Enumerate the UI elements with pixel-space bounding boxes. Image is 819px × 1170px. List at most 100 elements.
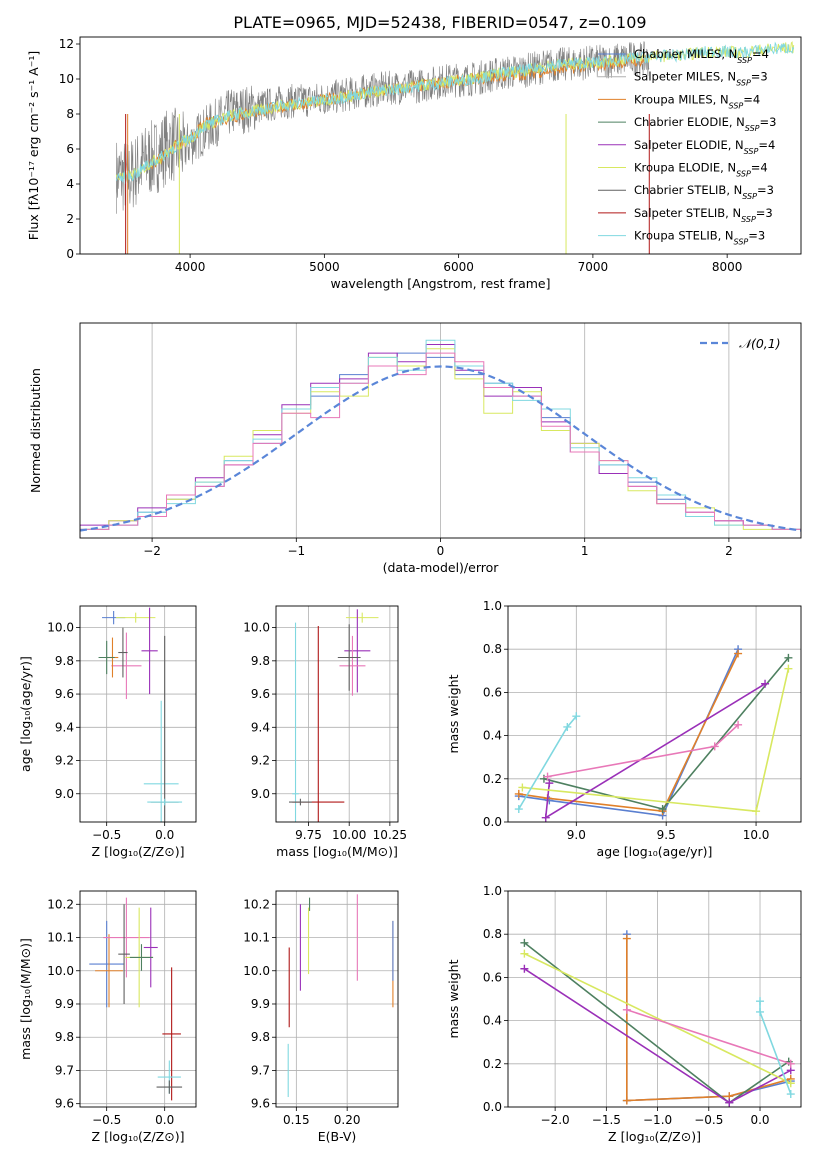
y-tick-label: 9.7 (55, 1063, 74, 1077)
y-tick-label: 0.2 (483, 1057, 502, 1071)
x-tick-label: 0 (437, 544, 445, 558)
x-tick-label: −0.5 (92, 828, 121, 842)
point-marker (761, 679, 770, 688)
y-tick-label: 9.6 (55, 687, 74, 701)
y-tick-label: 9.0 (251, 787, 270, 801)
plot-area-age_vs_mass (289, 609, 379, 822)
x-tick-label: −0.5 (694, 1113, 723, 1127)
y-tick-label: 10.0 (243, 964, 270, 978)
y-tick-label: 0 (66, 247, 74, 261)
x-tick-label: 5000 (309, 260, 340, 274)
chart-age_vs_Z: −0.5 0.0 9.0 9.2 9.4 9.6 9.8 10.0 Z [log₁₀(Z/Z⊙)… (18, 605, 197, 859)
chart-mass_vs_Z: −0.5 0.0 9.6 9.7 9.8 9.9 10.0 10.1 10.2 Z [log₁₀(… (18, 890, 197, 1144)
y-tick-label: 0.8 (483, 927, 502, 941)
axes-frame (79, 605, 197, 823)
y-axis-label: mass weight (446, 959, 461, 1038)
y-tick-label: 9.8 (55, 1030, 74, 1044)
histogram-step (80, 352, 801, 538)
y-tick-label: 6 (66, 142, 74, 156)
y-axis-label: Flux [fλ10⁻¹⁷ erg cm⁻² s⁻¹ A⁻¹] (26, 51, 41, 240)
x-tick-label: 4000 (175, 260, 206, 274)
axes-frame (275, 605, 399, 823)
y-tick-label: 0.0 (483, 815, 502, 829)
point-marker (518, 783, 527, 792)
x-tick-label: −1.5 (592, 1113, 621, 1127)
y-axis-label: mass [log₁₀(M/M⊙)] (18, 938, 33, 1060)
point-marker (572, 712, 581, 721)
y-tick-label: 1.0 (483, 884, 502, 898)
x-tick-label: 6000 (443, 260, 474, 274)
axes-frame (79, 890, 197, 1108)
point-marker (520, 949, 529, 958)
normal-curve (80, 365, 801, 532)
x-tick-label: −1 (287, 544, 305, 558)
point-marker (734, 649, 743, 658)
x-axis-label: (data-model)/error (383, 560, 500, 575)
x-tick-label: 0.0 (155, 828, 174, 842)
y-tick-label: 1.0 (483, 599, 502, 613)
x-tick-label: 1 (581, 544, 589, 558)
plot-area-mass_vs_EBV (287, 894, 394, 1098)
chart-residuals: −2 −1 0 1 2 (data-model)/error Normed distribu… (28, 322, 802, 575)
chart-weight_vs_age: 9.0 9.5 10.0 0.0 0.2 0.4 0.6 0.8 1.0 age [log₁₀(a… (446, 599, 802, 859)
y-tick-label: 10 (59, 72, 74, 86)
model-line (115, 41, 795, 184)
legend-label: Chabrier ELODIE, NSSP=3 (634, 115, 776, 133)
x-tick-label: 0.20 (334, 1113, 361, 1127)
axes-frame (79, 36, 802, 255)
series-line (518, 653, 739, 813)
y-tick-label: 4 (66, 177, 74, 191)
point-marker (752, 807, 761, 816)
point-marker (622, 934, 631, 943)
y-tick-label: 9.2 (251, 754, 270, 768)
axes-frame (275, 890, 399, 1108)
y-tick-label: 9.0 (55, 787, 74, 801)
y-tick-label: 9.8 (55, 654, 74, 668)
x-tick-label: −1.0 (643, 1113, 672, 1127)
x-tick-label: 2 (725, 544, 733, 558)
y-tick-label: 9.7 (251, 1063, 270, 1077)
series-line (544, 683, 766, 820)
y-axis-label: mass weight (446, 674, 461, 753)
point-marker (786, 1090, 795, 1099)
chart-weight_vs_Z: −2.0 −1.5 −1.0 −0.5 0.0 0.0 0.2 0.4 0.6 0.8 1.0 Z [… (446, 884, 802, 1144)
x-tick-label: 9.0 (567, 828, 586, 842)
x-tick-label: 10.00 (332, 828, 366, 842)
y-tick-label: 0.4 (483, 1014, 502, 1028)
point-marker (756, 1007, 765, 1016)
point-marker (520, 964, 529, 973)
plot-area-spectrum (115, 41, 795, 254)
y-tick-label: 0.4 (483, 729, 502, 743)
y-tick-label: 0.6 (483, 685, 502, 699)
y-tick-label: 10.0 (243, 621, 270, 635)
series-line (625, 938, 792, 1102)
y-tick-label: 0.0 (483, 1100, 502, 1114)
legend-label: Chabrier STELIB, NSSP=3 (634, 183, 774, 201)
y-tick-label: 0.8 (483, 642, 502, 656)
point-marker (786, 1079, 795, 1088)
y-tick-label: 10.2 (47, 897, 74, 911)
point-marker (622, 1005, 631, 1014)
point-marker (545, 779, 554, 788)
series-line (522, 668, 790, 813)
point-marker (543, 772, 552, 781)
x-tick-label: 0.0 (750, 1113, 769, 1127)
point-marker (725, 1098, 734, 1107)
axes-frame (507, 605, 802, 823)
y-tick-label: 9.4 (251, 720, 270, 734)
point-marker (784, 653, 793, 662)
point-marker (786, 1059, 795, 1068)
legend-label: Kroupa STELIB, NSSP=3 (634, 229, 765, 247)
x-axis-label: mass [log₁₀(M/M⊙)] (276, 844, 398, 859)
plot-area-weight_vs_age (514, 645, 793, 822)
axes-frame (507, 890, 802, 1108)
x-tick-label: 9.5 (657, 828, 676, 842)
y-tick-label: 10.0 (47, 621, 74, 635)
y-tick-label: 12 (59, 37, 74, 51)
y-tick-label: 10.1 (47, 931, 74, 945)
legend-label: Chabrier MILES, NSSP=4 (634, 47, 769, 65)
x-axis-label: Z [log₁₀(Z/Z⊙)] (92, 1129, 185, 1144)
x-axis-label: wavelength [Angstrom, rest frame] (330, 276, 550, 291)
x-axis-label: age [log₁₀(age/yr)] (597, 844, 713, 859)
series-line (759, 1001, 792, 1095)
